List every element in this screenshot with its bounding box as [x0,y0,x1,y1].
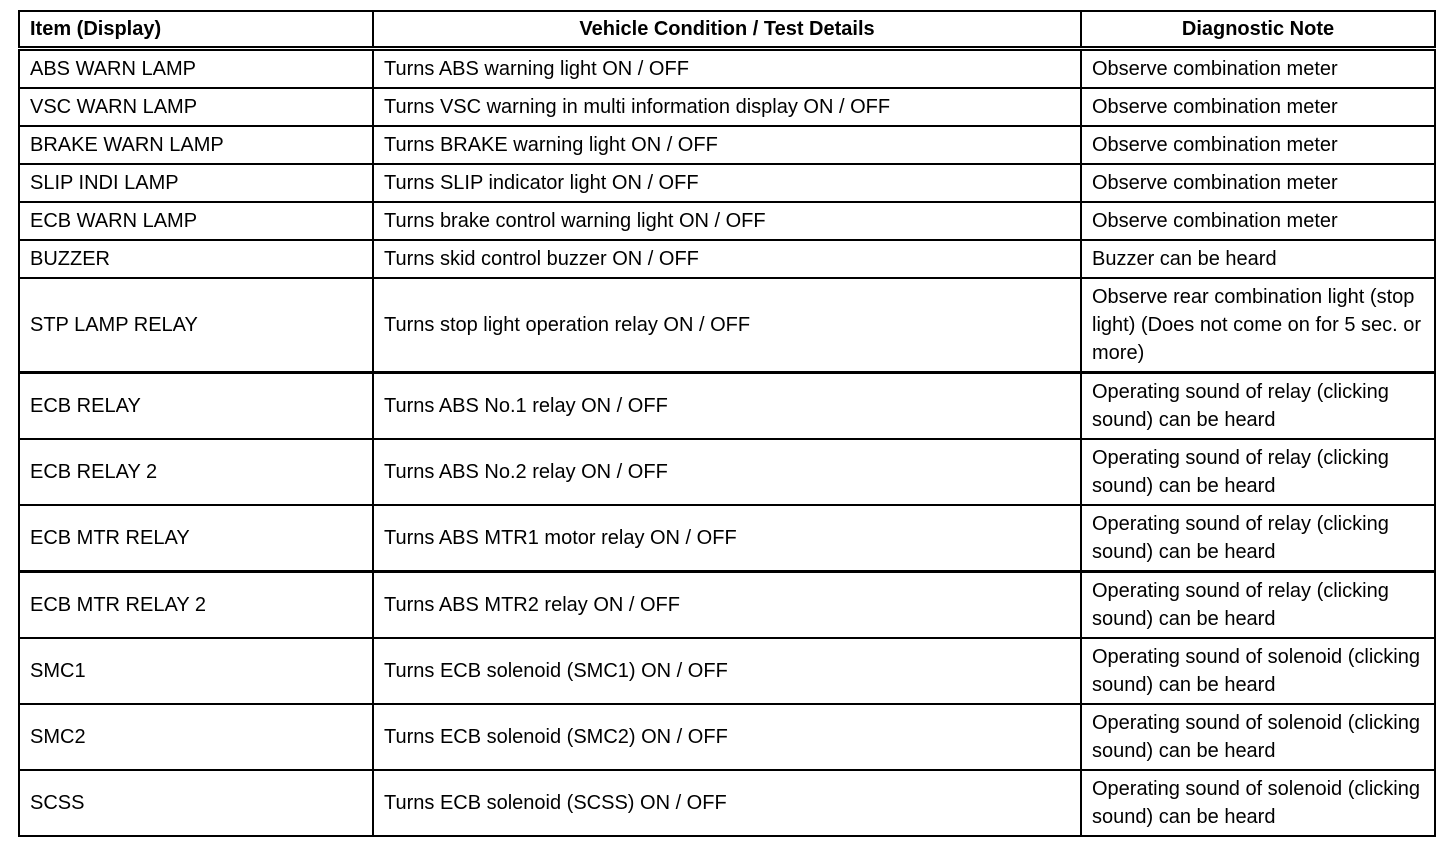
table-row: ECB RELAY 2 Turns ABS No.2 relay ON / OFF… [18,438,1436,506]
table-row: SMC2 Turns ECB solenoid (SMC2) ON / OFF Op… [18,703,1436,771]
table-row: BUZZER Turns skid control buzzer ON / OFF… [18,239,1436,279]
item-cell: BRAKE WARN LAMP [18,125,374,165]
item-cell: SCSS [18,769,374,837]
table-row: SCSS Turns ECB solenoid (SCSS) ON / OFF Op… [18,769,1436,837]
table-row: SMC1 Turns ECB solenoid (SMC1) ON / OFF Op… [18,637,1436,705]
condition-cell: Turns skid control buzzer ON / OFF [372,239,1082,279]
note-cell: Operating sound of relay (clicking sound… [1080,504,1436,573]
item-cell: STP LAMP RELAY [18,277,374,374]
item-cell: SMC2 [18,703,374,771]
table-row: BRAKE WARN LAMP Turns BRAKE warning light… [18,125,1436,165]
item-cell: BUZZER [18,239,374,279]
header-row: Item (Display) Vehicle Condition / Test … [18,10,1436,51]
note-cell: Observe combination meter [1080,125,1436,165]
note-cell: Observe rear combination light (stop lig… [1080,277,1436,374]
item-cell: VSC WARN LAMP [18,87,374,127]
condition-cell: Turns BRAKE warning light ON / OFF [372,125,1082,165]
condition-cell: Turns VSC warning in multi information d… [372,87,1082,127]
condition-cell: Turns ABS MTR2 relay ON / OFF [372,570,1082,639]
table-row: ECB RELAY Turns ABS No.1 relay ON / OFF Op… [18,371,1436,440]
note-cell: Observe combination meter [1080,87,1436,127]
table-row: STP LAMP RELAY Turns stop light operation… [18,277,1436,374]
condition-cell: Turns stop light operation relay ON / OF… [372,277,1082,374]
table-row: VSC WARN LAMP Turns VSC warning in multi … [18,87,1436,127]
active-test-table: Item (Display) Vehicle Condition / Test … [18,10,1436,837]
note-cell: Operating sound of relay (clicking sound… [1080,570,1436,639]
item-cell: ECB WARN LAMP [18,201,374,241]
item-cell: ECB RELAY [18,371,374,440]
condition-cell: Turns ECB solenoid (SMC1) ON / OFF [372,637,1082,705]
item-cell: SMC1 [18,637,374,705]
item-cell: ECB RELAY 2 [18,438,374,506]
header-condition: Vehicle Condition / Test Details [372,10,1082,51]
note-cell: Operating sound of solenoid (clicking so… [1080,703,1436,771]
condition-cell: Turns ABS MTR1 motor relay ON / OFF [372,504,1082,573]
table-row: ABS WARN LAMP Turns ABS warning light ON … [18,47,1436,89]
condition-cell: Turns ABS warning light ON / OFF [372,47,1082,89]
condition-cell: Turns ABS No.1 relay ON / OFF [372,371,1082,440]
note-cell: Operating sound of relay (clicking sound… [1080,438,1436,506]
note-cell: Observe combination meter [1080,201,1436,241]
header-note: Diagnostic Note [1080,10,1436,51]
item-cell: ECB MTR RELAY [18,504,374,573]
note-cell: Observe combination meter [1080,47,1436,89]
condition-cell: Turns ECB solenoid (SMC2) ON / OFF [372,703,1082,771]
table-row: SLIP INDI LAMP Turns SLIP indicator light… [18,163,1436,203]
table-row: ECB MTR RELAY 2 Turns ABS MTR2 relay ON /… [18,570,1436,639]
note-cell: Operating sound of solenoid (clicking so… [1080,637,1436,705]
condition-cell: Turns brake control warning light ON / O… [372,201,1082,241]
table-row: ECB MTR RELAY Turns ABS MTR1 motor relay … [18,504,1436,573]
condition-cell: Turns ECB solenoid (SCSS) ON / OFF [372,769,1082,837]
item-cell: SLIP INDI LAMP [18,163,374,203]
note-cell: Buzzer can be heard [1080,239,1436,279]
item-cell: ABS WARN LAMP [18,47,374,89]
note-cell: Operating sound of relay (clicking sound… [1080,371,1436,440]
condition-cell: Turns SLIP indicator light ON / OFF [372,163,1082,203]
condition-cell: Turns ABS No.2 relay ON / OFF [372,438,1082,506]
note-cell: Operating sound of solenoid (clicking so… [1080,769,1436,837]
item-cell: ECB MTR RELAY 2 [18,570,374,639]
table-row: ECB WARN LAMP Turns brake control warning… [18,201,1436,241]
note-cell: Observe combination meter [1080,163,1436,203]
header-item: Item (Display) [18,10,374,51]
